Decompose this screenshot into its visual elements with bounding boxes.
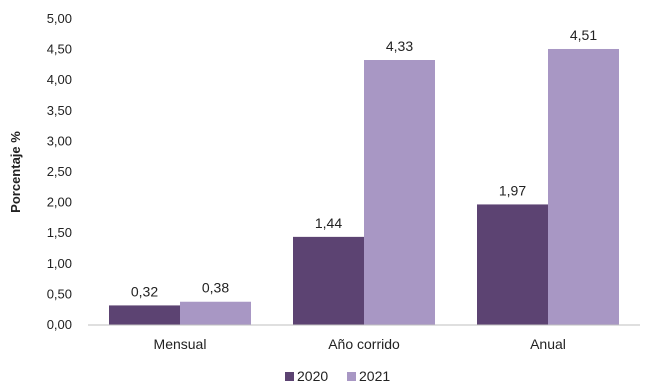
- y-tick-label: 3,50: [47, 103, 72, 118]
- x-axis-categories: Mensual Año corrido Anual: [154, 336, 566, 352]
- category-label: Anual: [530, 336, 566, 352]
- data-label: 4,33: [386, 38, 413, 54]
- data-label: 1,97: [499, 182, 526, 198]
- legend-swatch: [347, 372, 356, 381]
- bar-2021-0: [180, 301, 251, 325]
- y-tick-label: 3,00: [47, 133, 72, 148]
- bar-2020-2: [477, 204, 548, 325]
- y-axis-title: Porcentaje %: [8, 131, 23, 213]
- y-tick-label: 2,00: [47, 195, 72, 210]
- data-label: 1,44: [315, 215, 342, 231]
- bars-group: 0,32 1,44 1,97 0,38 4,33 4,51: [109, 27, 619, 326]
- legend-label: 2021: [359, 368, 390, 383]
- data-label: 0,32: [131, 283, 158, 299]
- category-label: Mensual: [154, 336, 207, 352]
- data-label: 0,38: [202, 280, 229, 296]
- category-label: Año corrido: [328, 336, 400, 352]
- bar-2021-1: [364, 60, 435, 326]
- y-tick-label: 0,50: [47, 286, 72, 301]
- legend-label: 2020: [297, 368, 328, 383]
- y-tick-label: 0,00: [47, 317, 72, 332]
- y-tick-label: 4,00: [47, 72, 72, 87]
- bar-2020-1: [293, 236, 364, 325]
- y-tick-label: 1,50: [47, 225, 72, 240]
- y-tick-label: 2,50: [47, 164, 72, 179]
- legend-swatch: [285, 372, 294, 381]
- y-tick-label: 5,00: [47, 11, 72, 26]
- bar-2021-2: [548, 48, 619, 325]
- data-label: 4,51: [570, 27, 597, 43]
- y-tick-label: 1,00: [47, 256, 72, 271]
- bar-2020-0: [109, 305, 180, 325]
- legend: 2020 2021: [285, 368, 390, 383]
- y-tick-label: 4,50: [47, 42, 72, 57]
- y-axis-ticks: 0,00 0,50 1,00 1,50 2,00 2,50 3,00 3,50 4,00 4,50…: [47, 11, 72, 332]
